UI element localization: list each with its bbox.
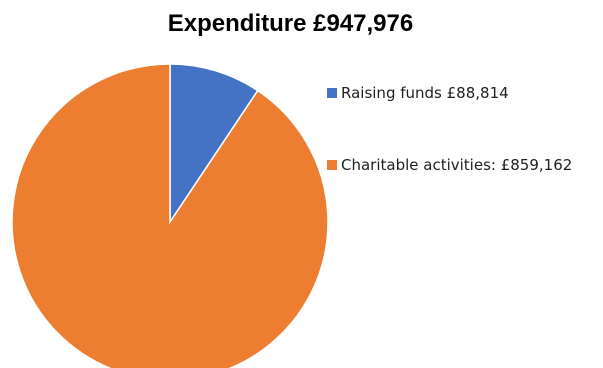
legend-label-raising-funds: Raising funds £88,814: [341, 84, 509, 102]
chart-title: Expenditure £947,976: [167, 10, 414, 37]
legend-swatch-raising-funds: [327, 88, 337, 98]
legend-swatch-charitable-activities: [327, 160, 337, 170]
legend-label-charitable-activities: Charitable activities: £859,162: [341, 156, 573, 174]
legend-item-charitable-activities: Charitable activities: £859,162: [327, 156, 572, 174]
pie-slice-1: [11, 63, 329, 368]
pie-slice-0: [169, 63, 259, 225]
legend-item-raising-funds: Raising funds £88,814: [327, 84, 509, 102]
